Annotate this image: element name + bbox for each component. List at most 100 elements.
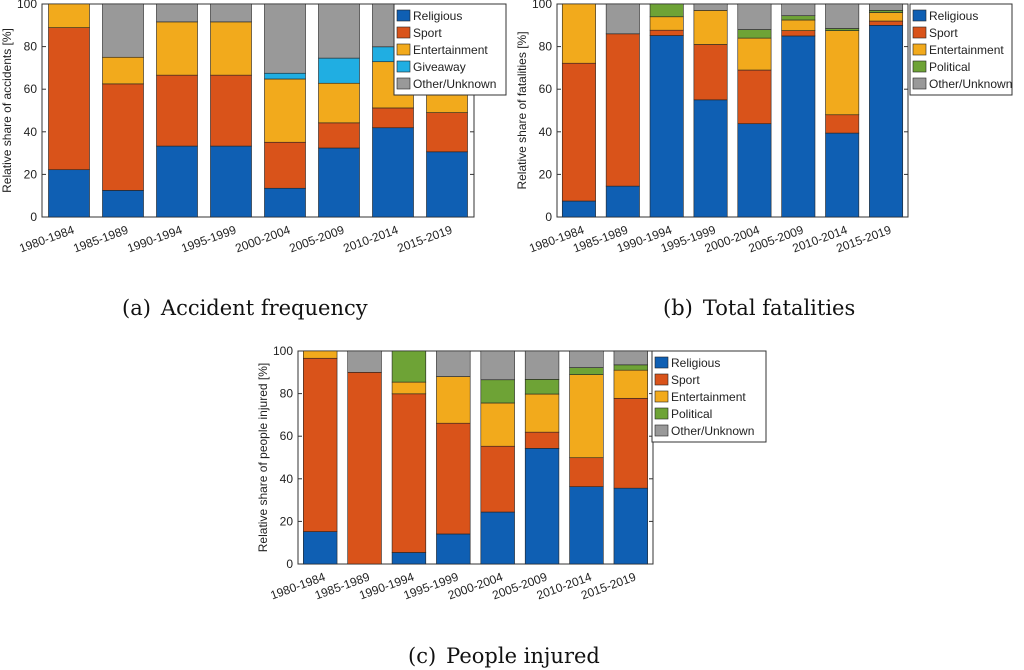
legend-box bbox=[909, 3, 1013, 96]
bar-segment-political-1990-1994 bbox=[649, 3, 684, 18]
bar-segment-political-2015-2019 bbox=[613, 364, 648, 371]
y-tick-label: 0 bbox=[30, 210, 37, 224]
bar-segment-religious-1985-1989 bbox=[605, 185, 640, 218]
caption-c: (c) People injured bbox=[408, 644, 600, 668]
legend-label: Sport bbox=[671, 373, 700, 387]
bar-segment-religious-1990-1994 bbox=[156, 145, 198, 218]
x-tick-label: 2005-2009 bbox=[287, 223, 346, 256]
bar-segment-entertainment-2010-2014 bbox=[825, 30, 860, 116]
y-tick-label: 80 bbox=[539, 40, 553, 54]
bar-segment-entertainment-2015-2019 bbox=[613, 369, 648, 399]
bar-segment-sport-1995-1999 bbox=[210, 74, 252, 147]
x-tick-label: 2000-2004 bbox=[233, 223, 292, 256]
bar-segment-religious-2010-2014 bbox=[372, 127, 414, 218]
y-tick-label: 80 bbox=[24, 40, 38, 54]
legend-label: Giveaway bbox=[413, 60, 466, 74]
legend-label: Religious bbox=[671, 356, 720, 370]
x-tick-label: 1995-1999 bbox=[179, 223, 238, 256]
bar-segment-entertainment-1990-1994 bbox=[156, 21, 198, 76]
legend-label: Other/Unknown bbox=[929, 77, 1012, 91]
legend-label: Entertainment bbox=[929, 43, 1004, 57]
bar-segment-religious-1995-1999 bbox=[693, 99, 728, 218]
legend: Religious Sport Entertainment Giveaway Other… bbox=[393, 3, 507, 96]
bar-segment-religious-1990-1994 bbox=[649, 35, 684, 218]
bar-segment-other-unknown-2015-2019 bbox=[613, 350, 648, 366]
y-tick-label: 40 bbox=[539, 125, 553, 139]
bar-segment-religious-1990-1994 bbox=[391, 552, 427, 565]
bar-segment-religious-2010-2014 bbox=[825, 132, 860, 218]
legend-swatch bbox=[396, 60, 411, 73]
bar-segment-political-2010-2014 bbox=[825, 28, 860, 31]
bar-segment-religious-2010-2014 bbox=[569, 486, 604, 565]
bar-segment-other-unknown-1995-1999 bbox=[436, 350, 471, 377]
bar-segment-entertainment-2005-2009 bbox=[524, 393, 560, 433]
y-tick-label: 20 bbox=[539, 167, 553, 181]
y-tick-label: 100 bbox=[532, 0, 552, 11]
legend-swatch bbox=[912, 43, 927, 56]
caption-b: (b) Total fatalities bbox=[663, 296, 855, 320]
bar-segment-other-unknown-1990-1994 bbox=[156, 3, 198, 23]
legend-label: Political bbox=[671, 407, 712, 421]
caption-b-text: Total fatalities bbox=[702, 296, 856, 320]
legend-swatch bbox=[912, 60, 927, 73]
bar-segment-religious-1980-1984 bbox=[303, 531, 338, 565]
bar-segment-giveaway-2005-2009 bbox=[318, 57, 360, 84]
bar-segment-religious-2005-2009 bbox=[318, 147, 360, 218]
bar-segment-sport-1985-1989 bbox=[102, 83, 144, 191]
legend-swatch bbox=[912, 26, 927, 39]
bar-segment-sport-1990-1994 bbox=[649, 29, 684, 36]
legend-label: Religious bbox=[929, 9, 978, 23]
y-tick-label: 0 bbox=[545, 210, 552, 224]
y-tick-label: 100 bbox=[273, 344, 293, 358]
x-tick-label: 1980-1984 bbox=[17, 223, 76, 256]
bar-segment-other-unknown-2010-2014 bbox=[825, 3, 860, 29]
bar-segment-religious-2015-2019 bbox=[613, 487, 648, 565]
bar-segment-sport-2015-2019 bbox=[869, 20, 904, 26]
y-axis-label: Relative share of people injured [%] bbox=[256, 363, 270, 552]
bar-segment-sport-2000-2004 bbox=[737, 69, 772, 125]
bar-segment-other-unknown-2015-2019 bbox=[869, 3, 904, 11]
bar-segment-giveaway-2000-2004 bbox=[264, 72, 306, 80]
chart-3: 1980-19841985-19891990-19941995-19992000… bbox=[256, 344, 767, 602]
bar-segment-religious-2000-2004 bbox=[737, 123, 772, 218]
caption-c-tag: (c) bbox=[408, 644, 437, 668]
x-tick-label: 2010-2014 bbox=[341, 223, 400, 256]
bar-segment-sport-1985-1989 bbox=[605, 33, 640, 187]
legend-swatch bbox=[654, 373, 669, 386]
bar-segment-sport-2000-2004 bbox=[480, 445, 515, 513]
bar-segment-other-unknown-1985-1989 bbox=[347, 350, 382, 373]
bar-segment-religious-1980-1984 bbox=[561, 200, 596, 218]
legend-swatch bbox=[396, 26, 411, 39]
bar-segment-other-unknown-1985-1989 bbox=[102, 3, 144, 58]
bar-segment-entertainment-2000-2004 bbox=[737, 37, 772, 71]
bar-segment-religious-1985-1989 bbox=[102, 190, 144, 218]
bar-segment-other-unknown-2000-2004 bbox=[480, 350, 515, 381]
bar-segment-sport-2005-2009 bbox=[524, 431, 560, 449]
legend-swatch bbox=[912, 9, 927, 22]
bar-segment-sport-1980-1984 bbox=[561, 62, 596, 202]
x-tick-label: 2015-2019 bbox=[395, 223, 454, 256]
bar-segment-sport-2005-2009 bbox=[781, 30, 816, 37]
bar-segment-entertainment-1985-1989 bbox=[102, 56, 144, 85]
bar-segment-political-1990-1994 bbox=[391, 350, 427, 383]
caption-a: (a) Accident frequency bbox=[122, 296, 368, 320]
bar-segment-other-unknown-2010-2014 bbox=[569, 350, 604, 368]
bar-segment-religious-1980-1984 bbox=[48, 169, 90, 218]
bar-segment-sport-2000-2004 bbox=[264, 141, 306, 189]
bar-segment-religious-2005-2009 bbox=[781, 35, 816, 218]
legend-swatch bbox=[396, 43, 411, 56]
y-axis-label: Relative share of fatalities [%] bbox=[515, 31, 529, 189]
y-tick-label: 40 bbox=[24, 125, 38, 139]
bar-segment-entertainment-1980-1984 bbox=[303, 350, 338, 359]
legend-label: Other/Unknown bbox=[413, 77, 496, 91]
y-tick-label: 40 bbox=[280, 472, 294, 486]
legend-box bbox=[651, 350, 767, 443]
bar-segment-entertainment-2005-2009 bbox=[318, 82, 360, 124]
y-tick-label: 80 bbox=[280, 387, 294, 401]
legend-label: Religious bbox=[413, 9, 462, 23]
legend-swatch bbox=[912, 77, 927, 90]
legend-label: Entertainment bbox=[671, 390, 746, 404]
y-tick-label: 0 bbox=[286, 557, 293, 571]
legend-swatch bbox=[396, 9, 411, 22]
